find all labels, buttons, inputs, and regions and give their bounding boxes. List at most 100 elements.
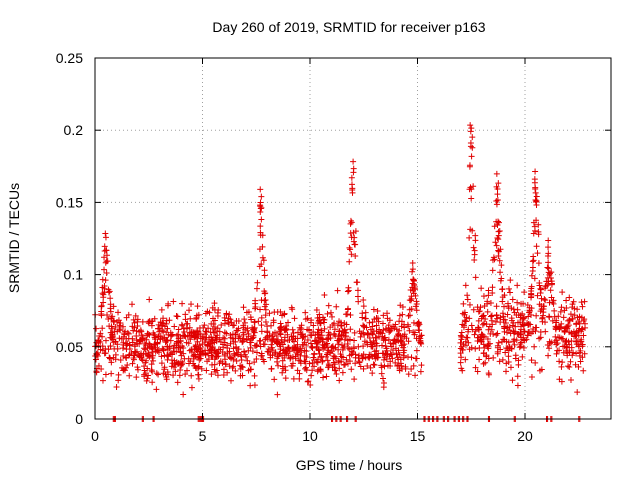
data-point: [242, 326, 249, 333]
data-point: [499, 285, 506, 292]
data-point: [143, 336, 150, 343]
data-point: [457, 339, 464, 346]
data-point: [262, 319, 269, 325]
data-point: [355, 298, 362, 305]
data-point: [134, 366, 141, 373]
data-point: [252, 297, 259, 304]
data-point: [478, 285, 485, 292]
data-point: [261, 290, 268, 297]
data-point: [398, 362, 405, 369]
data-point: [467, 122, 474, 129]
data-point: [558, 335, 565, 342]
data-point: [380, 379, 387, 386]
data-point: [495, 218, 502, 225]
data-point: [514, 373, 521, 380]
data-point: [311, 363, 318, 370]
data-point: [262, 306, 269, 313]
x-tick-label: 20: [517, 428, 533, 444]
data-point: [521, 289, 528, 296]
data-point: [141, 345, 148, 352]
data-point: [472, 274, 479, 281]
data-point: [398, 323, 405, 330]
data-point: [380, 356, 387, 363]
data-point: [338, 331, 345, 338]
data-point: [457, 332, 464, 339]
data-point: [547, 287, 554, 294]
data-point: [148, 322, 155, 329]
data-point: [534, 250, 541, 257]
data-point: [323, 336, 330, 343]
data-point: [323, 353, 330, 360]
data-point: [496, 358, 503, 365]
data-point: [271, 309, 278, 316]
data-point: [404, 321, 411, 328]
data-point: [226, 348, 233, 355]
data-point: [408, 306, 415, 313]
data-point: [164, 343, 171, 350]
data-point: [194, 329, 201, 336]
data-point: [182, 371, 189, 378]
data-point: [362, 315, 369, 322]
data-point: [314, 320, 321, 327]
data-point: [401, 341, 408, 348]
data-point: [386, 317, 393, 324]
data-point: [466, 163, 473, 170]
data-point: [174, 379, 181, 386]
data-point: [268, 322, 275, 329]
data-point: [385, 336, 392, 343]
data-point: [347, 246, 354, 253]
data-point: [351, 241, 358, 248]
data-point: [475, 317, 482, 324]
data-point: [163, 337, 170, 344]
data-point: [472, 328, 479, 335]
data-point: [509, 377, 516, 384]
data-point: [259, 232, 266, 239]
data-point: [195, 371, 202, 378]
data-point: [211, 306, 218, 313]
data-point: [145, 372, 152, 379]
data-point: [304, 337, 311, 344]
data-point: [129, 301, 136, 308]
data-point: [494, 191, 501, 198]
data-point: [395, 337, 402, 344]
data-point: [537, 328, 544, 335]
data-point: [138, 332, 145, 339]
data-point: [101, 243, 108, 250]
data-point: [330, 330, 337, 337]
data-point: [511, 309, 518, 316]
data-point: [495, 236, 502, 243]
data-point: [315, 366, 322, 373]
data-point: [294, 351, 301, 358]
data-point: [478, 338, 485, 345]
data-point: [467, 140, 474, 147]
data-point: [410, 362, 417, 369]
data-point: [493, 197, 500, 204]
data-point: [262, 296, 269, 303]
y-axis-label: SRMTID / TECUs: [6, 183, 22, 293]
y-tick-label: 0.05: [56, 339, 83, 355]
data-point: [131, 348, 138, 355]
data-point: [540, 312, 547, 319]
data-point: [257, 337, 264, 344]
data-point: [463, 318, 470, 325]
data-point: [464, 292, 471, 299]
data-point: [534, 292, 541, 299]
data-point: [373, 340, 380, 347]
data-point: [530, 325, 537, 332]
data-point: [479, 321, 486, 328]
data-point: [485, 370, 492, 377]
data-point: [358, 353, 365, 360]
data-point: [274, 391, 281, 398]
data-point: [254, 341, 261, 348]
data-point: [99, 333, 106, 340]
data-point: [257, 343, 264, 350]
data-point: [345, 284, 352, 291]
data-point: [233, 318, 240, 325]
data-point: [475, 326, 482, 333]
data-point: [524, 302, 531, 309]
data-point: [315, 356, 322, 363]
data-point: [129, 360, 136, 367]
data-point: [196, 342, 203, 349]
data-point: [303, 354, 310, 361]
